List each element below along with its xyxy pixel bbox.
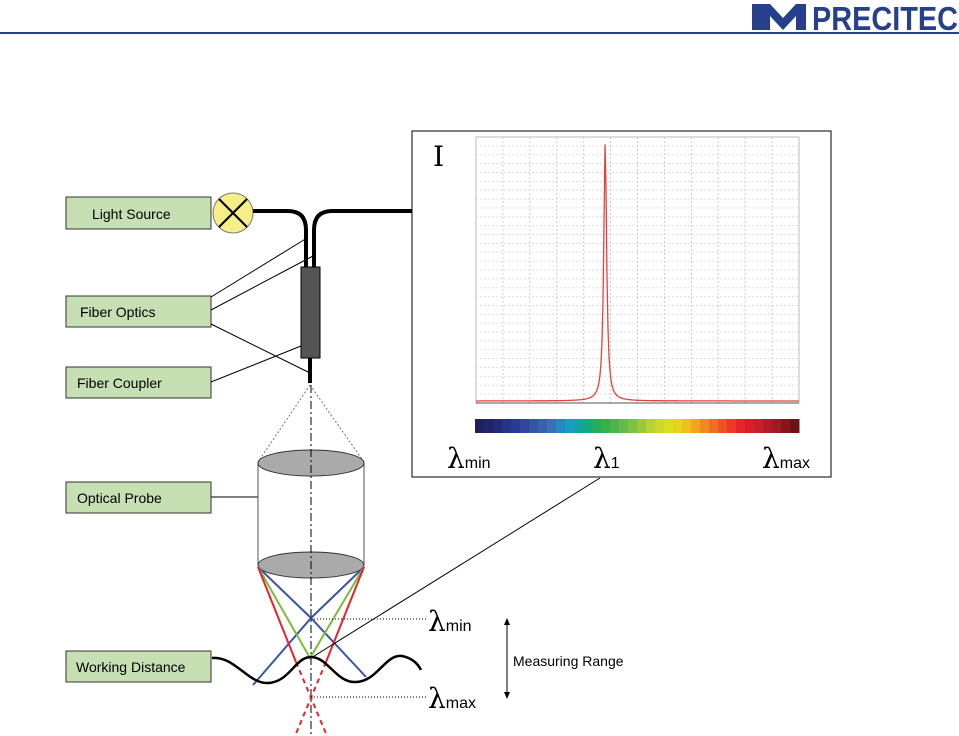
spectrum-grid: [476, 137, 799, 403]
measuring-range-arrow: [504, 618, 510, 699]
color-bar-segment: [475, 419, 485, 433]
work-surface: [211, 654, 423, 685]
leader-lines: [210, 237, 314, 498]
spectrum-lambda-max: λmax: [762, 442, 810, 475]
focus-lambda-max: λmax: [428, 682, 476, 715]
logo-mark-icon: [752, 4, 806, 30]
color-bar-segment: [772, 419, 782, 433]
ray-red-right-dashed: [294, 661, 327, 736]
color-bar-segment: [646, 419, 656, 433]
label-fiber-optics: Fiber Optics: [65, 295, 212, 328]
color-bar-segment: [709, 419, 719, 433]
spectrum-lambda-1: λ1: [593, 442, 620, 475]
label-fiber-optics-text: Fiber Optics: [80, 304, 155, 320]
precitec-logo: PRECITEC: [752, 0, 958, 37]
beam-cone: [257, 384, 365, 463]
spectrum-peak: [476, 144, 799, 402]
color-bar-segment: [718, 419, 728, 433]
color-bar-segment: [619, 419, 629, 433]
ray-blue-left: [252, 566, 365, 686]
color-bar-segment: [493, 419, 503, 433]
color-bar-segment: [673, 419, 683, 433]
label-light-source: Light Source: [65, 196, 212, 230]
ray-red-right: [325, 566, 365, 663]
color-bar-segment: [511, 419, 521, 433]
label-optical-probe: Optical Probe: [65, 481, 212, 514]
color-bar-segment: [736, 419, 746, 433]
color-bar-segment: [727, 419, 737, 433]
measuring-range-label: Measuring Range: [513, 653, 624, 669]
color-bar-segment: [790, 419, 800, 433]
color-bar-segment: [556, 419, 566, 433]
color-bar-segment: [655, 419, 665, 433]
color-bar-segment: [700, 419, 710, 433]
wavelength-color-bar: [475, 419, 800, 433]
fiber-optics: [253, 209, 412, 383]
color-bar-segment: [637, 419, 647, 433]
color-bar-segment: [529, 419, 539, 433]
logo-text: PRECITEC: [812, 0, 958, 37]
color-bar-segment: [565, 419, 575, 433]
label-light-source-text: Light Source: [92, 206, 171, 222]
color-bar-segment: [763, 419, 773, 433]
color-bar-segment: [538, 419, 548, 433]
label-fiber-coupler: Fiber Coupler: [65, 366, 212, 399]
color-bar-segment: [610, 419, 620, 433]
ray-red-left: [257, 566, 297, 663]
color-bar-segment: [628, 419, 638, 433]
color-bar-segment: [592, 419, 602, 433]
color-bar-segment: [601, 419, 611, 433]
label-optical-probe-text: Optical Probe: [77, 490, 162, 506]
color-bar-segment: [691, 419, 701, 433]
color-bar-segment: [547, 419, 557, 433]
color-bar-segment: [520, 419, 530, 433]
color-bar-segment: [502, 419, 512, 433]
spectrum-lambda-min: λmin: [447, 442, 491, 475]
spectrometer-panel: I λmin λ1 λmax: [411, 130, 832, 478]
label-working-distance: Working Distance: [65, 650, 212, 683]
light-source-lamp-icon: [212, 192, 254, 234]
lambda1-connector: [310, 477, 601, 659]
color-bar-segment: [682, 419, 692, 433]
color-bar-segment: [484, 419, 494, 433]
focus-lambda-min: λmin: [428, 605, 472, 638]
chromatic-rays: [252, 566, 367, 736]
color-bar-segment: [781, 419, 791, 433]
color-bar-segment: [745, 419, 755, 433]
color-bar-segment: [754, 419, 764, 433]
color-bar-segment: [583, 419, 593, 433]
color-bar-segment: [574, 419, 584, 433]
color-bar-segment: [664, 419, 674, 433]
label-fiber-coupler-text: Fiber Coupler: [77, 375, 162, 391]
label-working-distance-text: Working Distance: [76, 659, 186, 675]
intensity-axis-symbol: I: [433, 140, 444, 173]
fiber-coupler: [300, 266, 321, 359]
